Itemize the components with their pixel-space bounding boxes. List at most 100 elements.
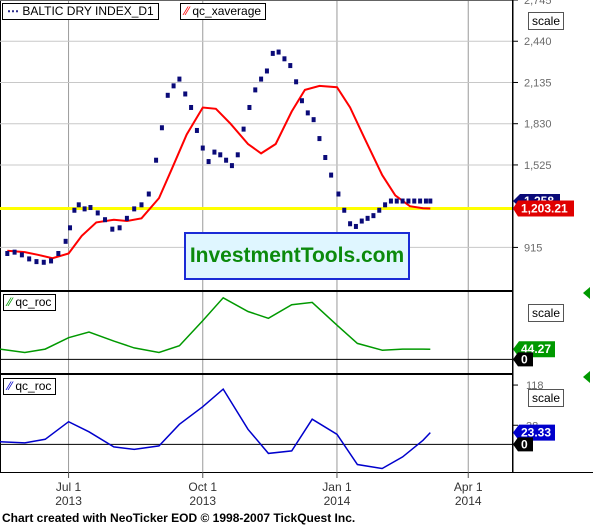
roc2-legend-label: qc_roc: [15, 379, 52, 393]
average-series-line: [7, 84, 431, 260]
price-point: [383, 202, 388, 208]
price-point: [200, 145, 205, 151]
roc2-legend[interactable]: ⁄⁄ qc_roc: [3, 378, 57, 395]
y-tick-label: 2,440: [524, 36, 552, 48]
zero-tag: [513, 437, 533, 452]
price-point: [76, 202, 81, 208]
x-axis-area: [0, 472, 593, 508]
y-tick-label: 2,745: [524, 0, 552, 7]
price-point: [276, 49, 281, 55]
roc1-legend-label: qc_roc: [15, 295, 52, 309]
price-point: [418, 198, 423, 204]
price-point: [132, 206, 137, 212]
price-point: [428, 198, 433, 204]
price-point: [224, 157, 229, 163]
line-icon: ⁄⁄: [8, 295, 13, 309]
price-point: [159, 125, 164, 131]
price-point: [323, 155, 328, 161]
x-tick-label: Jan 1: [322, 480, 352, 494]
price-point: [305, 110, 310, 116]
price-point: [294, 79, 299, 85]
zero-label: 0: [521, 437, 528, 451]
last-value-label: 23.33: [521, 426, 551, 440]
scale-button-price[interactable]: scale: [528, 12, 565, 30]
price-point: [406, 198, 411, 204]
price-point: [194, 127, 199, 133]
price-point: [27, 256, 32, 262]
zero-tag: [513, 352, 533, 367]
panel-frame: [0, 374, 513, 473]
dots-icon: ⋯: [7, 4, 19, 18]
price-point: [259, 76, 264, 82]
price-point: [377, 207, 382, 213]
price-point: [247, 104, 252, 110]
price-legend-label: BALTIC DRY INDEX_D1: [22, 4, 154, 18]
x-tick-year: 2013: [55, 494, 82, 508]
price-point: [218, 152, 223, 158]
average-legend-label: qc_xaverage: [192, 4, 262, 18]
x-tick-year: 2013: [189, 494, 216, 508]
price-point: [336, 191, 341, 197]
marker-arrow: [583, 371, 590, 383]
x-tick-label: Jul 1: [56, 480, 82, 494]
price-point: [95, 210, 100, 216]
scale-button-roc2[interactable]: scale: [528, 389, 565, 407]
y-tick-label: 2,135: [524, 77, 552, 89]
price-point: [177, 76, 182, 82]
price-point: [365, 215, 370, 221]
price-point: [12, 249, 17, 255]
price-point: [82, 206, 87, 212]
price-point: [241, 126, 246, 132]
price-point: [154, 157, 159, 163]
price-point: [235, 152, 240, 158]
price-point: [110, 226, 115, 232]
price-point: [124, 215, 129, 221]
price-point: [359, 218, 364, 224]
reference-value-tag: [513, 200, 574, 217]
price-point: [253, 87, 258, 93]
price-point: [342, 207, 347, 213]
zero-label: 0: [521, 352, 528, 366]
x-tick-label: Oct 1: [188, 480, 217, 494]
price-point: [72, 207, 77, 213]
y-tick-label: 915: [524, 242, 542, 254]
price-point: [264, 68, 269, 74]
price-point: [371, 213, 376, 219]
price-point: [68, 225, 73, 231]
panel-frame: [0, 291, 513, 374]
price-point: [146, 191, 151, 197]
price-point: [317, 136, 322, 142]
price-point: [400, 198, 405, 204]
price-point: [394, 198, 399, 204]
price-point: [299, 98, 304, 104]
price-point: [34, 259, 39, 265]
price-point: [49, 258, 54, 264]
price-point: [388, 198, 393, 204]
roc-series-line: [0, 387, 431, 470]
price-point: [183, 91, 188, 97]
roc-series-line: [0, 296, 431, 354]
price-point: [270, 50, 275, 56]
price-point: [171, 83, 176, 89]
scale-button-roc1[interactable]: scale: [528, 304, 565, 322]
price-point: [348, 221, 353, 227]
price-point: [282, 56, 287, 62]
price-point: [139, 202, 144, 208]
price-point: [56, 250, 61, 256]
price-point: [206, 159, 211, 165]
roc1-legend[interactable]: ⁄⁄ qc_roc: [3, 294, 57, 311]
price-point: [41, 259, 46, 265]
price-point: [189, 104, 194, 110]
reference-value-label: 1,203.21: [521, 201, 568, 215]
price-point: [103, 217, 108, 223]
price-point: [88, 205, 93, 211]
marker-arrow: [583, 287, 590, 299]
price-point: [5, 250, 10, 256]
price-point: [412, 198, 417, 204]
last-value-tag: [513, 424, 555, 441]
footer-credit: Chart created with NeoTicker EOD © 1998-…: [2, 511, 356, 525]
price-point: [117, 225, 122, 231]
average-legend[interactable]: ⁄⁄ qc_xaverage: [180, 3, 267, 20]
price-legend[interactable]: ⋯ BALTIC DRY INDEX_D1: [2, 3, 159, 20]
x-tick-label: Apr 1: [454, 480, 483, 494]
